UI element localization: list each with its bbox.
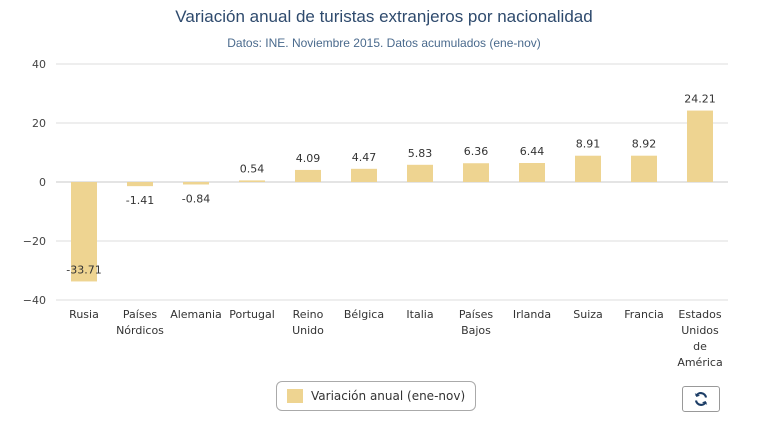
data-label: -0.84 [182, 192, 210, 205]
reset-button[interactable] [682, 386, 720, 412]
data-label: 0.54 [240, 162, 265, 175]
chart-title: Variación anual de turistas extranjeros … [175, 7, 593, 26]
data-label: 5.83 [408, 147, 433, 160]
x-tick-label: Portugal [229, 308, 275, 321]
y-tick-label: 40 [32, 58, 46, 71]
x-tick-label: Países Bajos [459, 308, 493, 337]
legend-label: Variación anual (ene-nov) [311, 389, 466, 403]
bar[interactable] [127, 182, 153, 187]
data-label: 6.36 [464, 145, 489, 158]
data-label: -1.41 [126, 194, 154, 207]
refresh-icon [694, 392, 708, 406]
bar[interactable] [575, 155, 601, 182]
bar[interactable] [351, 168, 377, 182]
x-tick-label: Estados Unidos de América [677, 308, 722, 369]
legend-swatch [287, 389, 303, 403]
bar[interactable] [295, 169, 321, 182]
x-tick-label: Suiza [573, 308, 603, 321]
x-tick-label: Países Nórdicos [116, 308, 164, 337]
bar[interactable] [463, 163, 489, 182]
gridlines [56, 63, 728, 301]
data-label: -33.71 [66, 263, 101, 276]
bar[interactable] [519, 163, 545, 182]
bar[interactable] [183, 182, 209, 185]
bar[interactable] [71, 182, 97, 282]
bar[interactable] [631, 155, 657, 182]
data-labels: -33.71 -1.41 -0.84 0.54 4.09 4.47 5.83 6.36 6.44… [66, 93, 715, 277]
y-tick-label: −20 [23, 235, 46, 248]
x-tick-label: Italia [406, 308, 433, 321]
x-tick-label: Francia [624, 308, 664, 321]
legend-item[interactable]: Variación anual (ene-nov) [276, 381, 477, 411]
data-label: 24.21 [684, 93, 716, 106]
y-tick-label: −40 [23, 294, 46, 307]
x-tick-label: Rusia [69, 308, 99, 321]
data-label: 8.91 [576, 138, 601, 151]
y-axis-ticks: −40 −20 0 20 40 [23, 58, 46, 307]
bar[interactable] [239, 180, 265, 182]
bar-chart: −40 −20 0 20 40 -33.71 -1.41 -0.84 0.54 4.09 4.47… [23, 58, 728, 369]
data-label: 8.92 [632, 138, 657, 151]
x-tick-label: Reino Unido [292, 308, 324, 337]
y-tick-label: 0 [39, 176, 46, 189]
y-tick-label: 20 [32, 117, 46, 130]
x-tick-label: Irlanda [513, 308, 551, 321]
bars [71, 110, 713, 282]
x-axis-ticks: Rusia Países Nórdicos Alemania Portugal Reino… [69, 308, 723, 369]
chart-subtitle: Datos: INE. Noviembre 2015. Datos acumul… [227, 36, 541, 50]
bar[interactable] [407, 164, 433, 182]
x-tick-label: Alemania [170, 308, 222, 321]
data-label: 4.47 [352, 151, 377, 164]
x-tick-label: Bélgica [344, 308, 384, 321]
bar[interactable] [687, 110, 713, 182]
data-label: 4.09 [296, 152, 321, 165]
data-label: 6.44 [520, 145, 545, 158]
